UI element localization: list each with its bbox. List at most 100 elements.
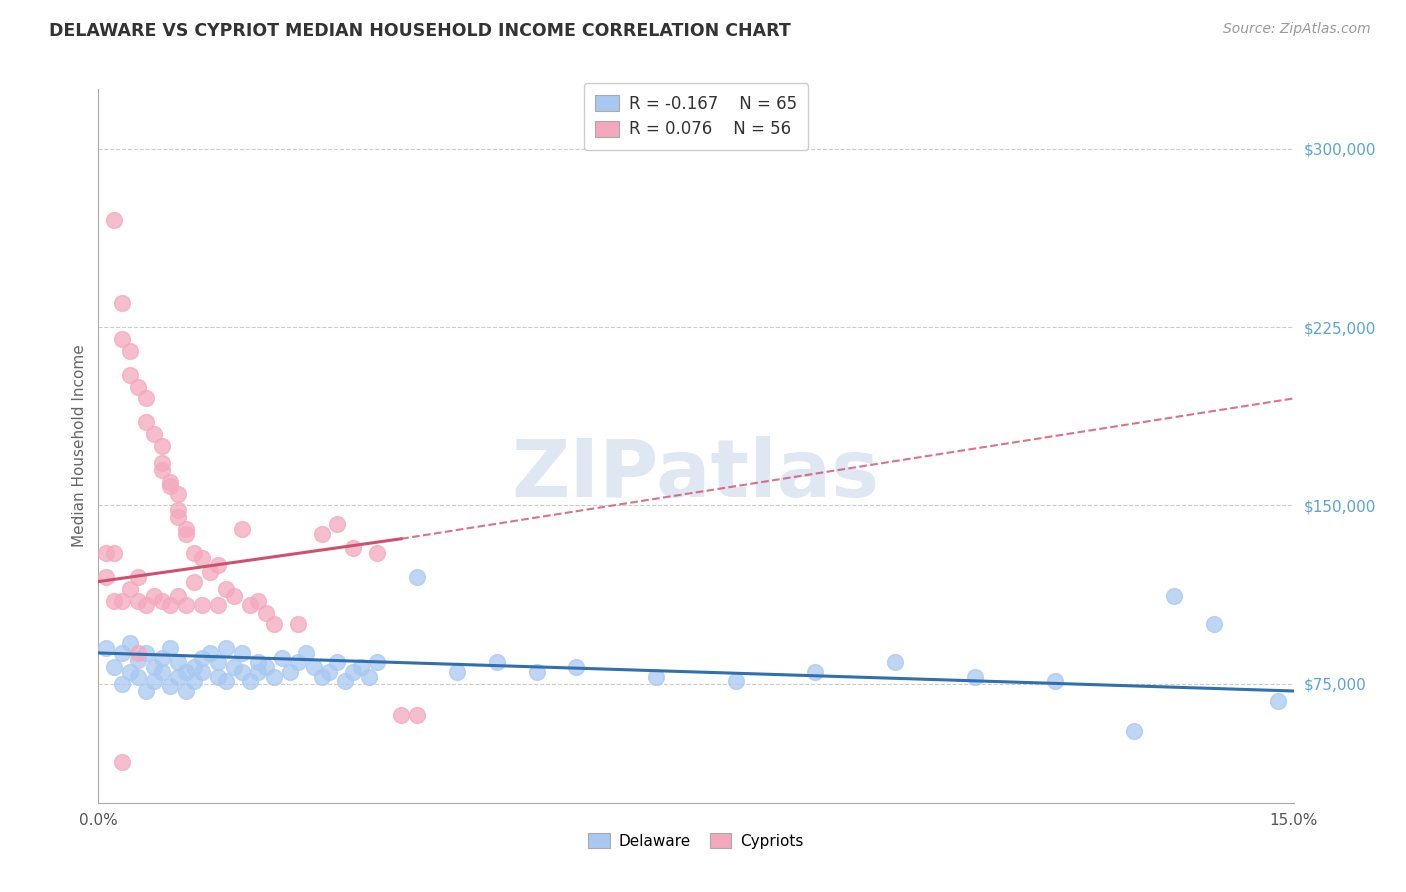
Point: [174, 527, 197, 541]
Point: [207, 599, 229, 613]
Point: [254, 606, 277, 620]
Point: [111, 296, 134, 310]
Point: [111, 332, 134, 346]
Point: [127, 379, 149, 393]
Point: [270, 650, 292, 665]
Point: [135, 415, 157, 429]
Point: [406, 570, 429, 584]
Point: [246, 656, 269, 670]
Point: [526, 665, 548, 679]
Point: [239, 599, 262, 613]
Point: [350, 660, 373, 674]
Point: [120, 665, 142, 679]
Point: [311, 527, 333, 541]
Point: [326, 517, 349, 532]
Point: [485, 656, 508, 670]
Point: [207, 670, 229, 684]
Point: [120, 368, 142, 382]
Point: [111, 646, 134, 660]
Point: [150, 593, 173, 607]
Text: DELAWARE VS CYPRIOT MEDIAN HOUSEHOLD INCOME CORRELATION CHART: DELAWARE VS CYPRIOT MEDIAN HOUSEHOLD INC…: [49, 22, 792, 40]
Point: [127, 646, 149, 660]
Point: [174, 522, 197, 536]
Point: [724, 674, 747, 689]
Point: [565, 660, 588, 674]
Point: [231, 665, 253, 679]
Point: [159, 679, 181, 693]
Point: [884, 656, 907, 670]
Point: [174, 665, 197, 679]
Point: [207, 558, 229, 572]
Point: [191, 599, 214, 613]
Point: [366, 656, 388, 670]
Point: [1043, 674, 1066, 689]
Point: [311, 670, 333, 684]
Point: [231, 522, 253, 536]
Point: [231, 646, 253, 660]
Point: [359, 670, 381, 684]
Point: [159, 475, 181, 489]
Point: [263, 617, 285, 632]
Point: [127, 570, 149, 584]
Point: [326, 656, 349, 670]
Point: [207, 656, 229, 670]
Point: [222, 660, 245, 674]
Point: [446, 665, 468, 679]
Point: [335, 674, 357, 689]
Point: [287, 656, 309, 670]
Point: [645, 670, 668, 684]
Point: [127, 593, 149, 607]
Point: [804, 665, 827, 679]
Point: [183, 546, 205, 560]
Point: [167, 510, 190, 524]
Point: [135, 646, 157, 660]
Point: [135, 392, 157, 406]
Point: [191, 665, 214, 679]
Point: [302, 660, 325, 674]
Point: [120, 636, 142, 650]
Point: [135, 599, 157, 613]
Y-axis label: Median Household Income: Median Household Income: [72, 344, 87, 548]
Point: [167, 503, 190, 517]
Point: [143, 674, 166, 689]
Text: ZIPatlas: ZIPatlas: [512, 435, 880, 514]
Point: [111, 677, 134, 691]
Point: [215, 582, 238, 596]
Point: [198, 646, 221, 660]
Point: [150, 439, 173, 453]
Point: [215, 641, 238, 656]
Point: [167, 486, 190, 500]
Point: [150, 650, 173, 665]
Point: [143, 427, 166, 442]
Text: Source: ZipAtlas.com: Source: ZipAtlas.com: [1223, 22, 1371, 37]
Point: [342, 541, 364, 556]
Point: [167, 589, 190, 603]
Point: [183, 574, 205, 589]
Point: [1123, 724, 1146, 739]
Point: [366, 546, 388, 560]
Point: [111, 756, 134, 770]
Point: [222, 589, 245, 603]
Point: [103, 546, 125, 560]
Point: [143, 660, 166, 674]
Point: [263, 670, 285, 684]
Point: [963, 670, 986, 684]
Point: [246, 665, 269, 679]
Point: [167, 656, 190, 670]
Point: [183, 674, 205, 689]
Point: [159, 641, 181, 656]
Point: [150, 665, 173, 679]
Legend: Delaware, Cypriots: Delaware, Cypriots: [578, 822, 814, 859]
Point: [254, 660, 277, 674]
Point: [150, 463, 173, 477]
Point: [294, 646, 316, 660]
Point: [120, 343, 142, 358]
Point: [278, 665, 301, 679]
Point: [239, 674, 262, 689]
Point: [198, 565, 221, 579]
Point: [135, 684, 157, 698]
Point: [143, 589, 166, 603]
Point: [183, 660, 205, 674]
Point: [111, 593, 134, 607]
Point: [103, 213, 125, 227]
